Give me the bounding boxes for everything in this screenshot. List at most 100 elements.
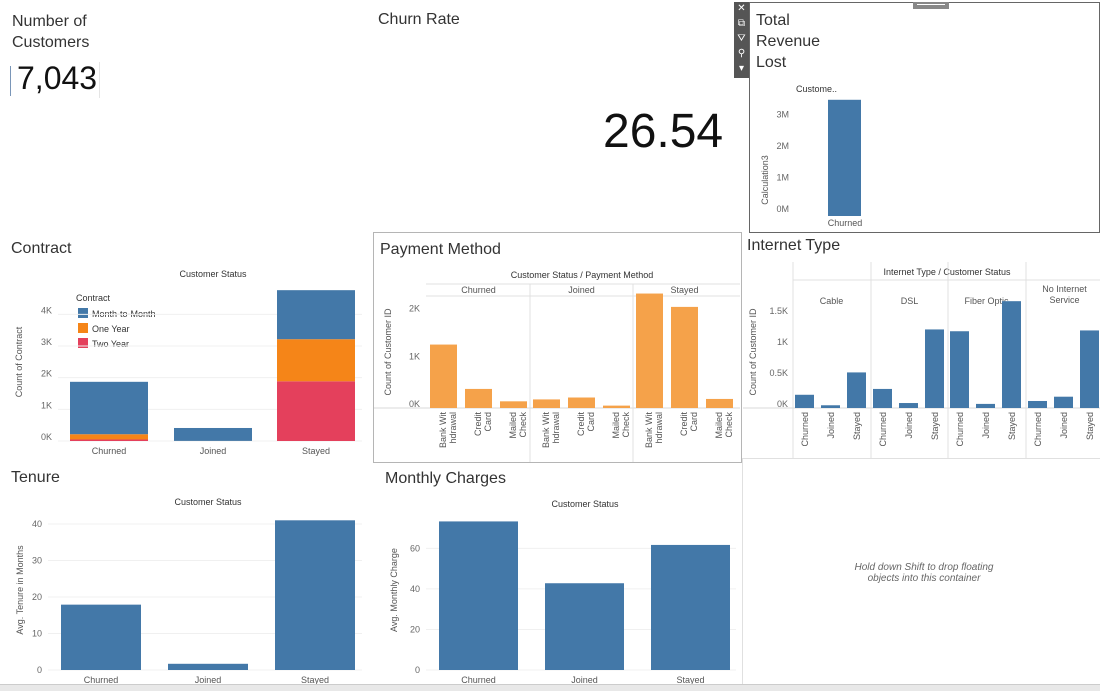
kpi-divider <box>99 62 100 98</box>
internet-xtick: Churned <box>800 412 810 447</box>
payment-ylabel: Count of Customer ID <box>383 308 393 396</box>
internet-group-label: DSL <box>901 296 919 306</box>
internet-bar <box>1028 401 1047 408</box>
contract-bar-segment <box>174 428 252 441</box>
internet-bar <box>1080 330 1099 408</box>
tenure-ylabel: Avg. Tenure in Months <box>15 545 25 635</box>
payment-xtick: CreditCard <box>576 412 596 437</box>
contract-bar-segment <box>70 382 148 434</box>
contract-ytick: 3K <box>41 337 52 347</box>
revenue-ytick: 1M <box>776 172 789 182</box>
internet-xtick: Stayed <box>1007 412 1017 440</box>
tenure-header: Customer Status <box>174 497 242 507</box>
payment-group-label: Churned <box>461 285 496 295</box>
empty-container-hint[interactable]: Hold down Shift to drop floating objects… <box>826 562 1022 584</box>
internet-panel-bottom <box>743 458 1100 459</box>
empty-hint-line2: objects into this container <box>826 573 1022 584</box>
monthly-xtick: Churned <box>461 675 496 684</box>
internet-xtick: Stayed <box>852 412 862 440</box>
payment-xtick: MailedCheck <box>714 412 734 439</box>
floating-toolbar: ✕ ⧉ ⛛ ⚲ ▾ <box>734 2 749 78</box>
customers-title-line1: Number of <box>12 11 89 32</box>
internet-xtick: Stayed <box>1085 412 1095 440</box>
payment-bar <box>636 294 663 408</box>
tenure-title: Tenure <box>11 467 60 488</box>
contract-ytick: 2K <box>41 369 52 379</box>
contract-ylabel: Count of Contract <box>14 326 24 397</box>
revenue-title-line2: Revenue <box>756 31 820 52</box>
internet-title: Internet Type <box>747 235 840 256</box>
monthly-ytick: 20 <box>410 624 420 634</box>
customers-title-line2: Customers <box>12 32 89 53</box>
payment-xtick: Bank Withdrawal <box>438 412 458 449</box>
open-new-icon[interactable]: ⧉ <box>734 17 749 32</box>
contract-header: Customer Status <box>179 269 247 279</box>
internet-xtick: Joined <box>1059 412 1069 439</box>
pin-icon[interactable]: ⚲ <box>734 47 749 62</box>
filter-icon[interactable]: ⛛ <box>734 32 749 47</box>
contract-ytick: 1K <box>41 400 52 410</box>
payment-ytick: 1K <box>409 351 420 361</box>
payment-title: Payment Method <box>380 239 501 260</box>
revenue-title-line1: Total <box>756 10 820 31</box>
monthly-chart: Customer Status Avg. Monthly Charge 0204… <box>374 490 740 684</box>
payment-bar <box>706 399 733 408</box>
contract-legend-swatch <box>78 308 88 318</box>
churn-value: 26.54 <box>603 104 723 159</box>
close-icon[interactable]: ✕ <box>734 2 749 17</box>
payment-group-label: Joined <box>568 285 595 295</box>
monthly-header: Customer Status <box>551 499 619 509</box>
payment-ytick: 2K <box>409 304 420 314</box>
container-divider <box>742 458 743 684</box>
internet-bar <box>976 404 995 408</box>
payment-bar <box>465 389 492 408</box>
internet-bar <box>899 403 918 408</box>
internet-xtick: Churned <box>878 412 888 447</box>
more-options-icon[interactable]: ▾ <box>734 62 749 77</box>
tenure-ytick: 20 <box>32 592 42 602</box>
revenue-ylabel: Calculation3 <box>760 155 770 205</box>
drag-handle[interactable] <box>913 2 949 9</box>
monthly-ytick: 40 <box>410 584 420 594</box>
payment-bar <box>533 399 560 408</box>
internet-chart: Internet Type / Customer Status Count of… <box>743 262 1100 458</box>
payment-xtick: Bank Withdrawal <box>644 412 664 449</box>
monthly-bar <box>651 545 730 670</box>
tenure-xtick: Stayed <box>301 675 329 684</box>
payment-xtick: CreditCard <box>473 412 493 437</box>
internet-xtick: Churned <box>1033 412 1043 447</box>
tenure-xtick: Churned <box>84 675 119 684</box>
internet-xtick: Joined <box>904 412 914 439</box>
contract-bar-segment <box>277 381 355 441</box>
internet-header: Internet Type / Customer Status <box>884 267 1011 277</box>
contract-bar-segment <box>70 439 148 441</box>
contract-bar-segment <box>70 434 148 439</box>
contract-legend-title: Contract <box>76 293 111 303</box>
payment-chart: Customer Status / Payment Method Count o… <box>374 262 740 462</box>
churn-title: Churn Rate <box>378 9 460 30</box>
tenure-bar <box>168 664 248 670</box>
payment-xtick: MailedCheck <box>508 412 528 439</box>
internet-xtick: Stayed <box>930 412 940 440</box>
tenure-bar <box>275 520 355 670</box>
revenue-ytick: 3M <box>776 109 789 119</box>
customers-title: Number of Customers <box>12 11 89 53</box>
monthly-ytick: 0 <box>415 665 420 675</box>
revenue-xtick: Churned <box>828 218 863 228</box>
revenue-title-line3: Lost <box>756 52 820 73</box>
internet-ytick: 1.5K <box>769 306 788 316</box>
revenue-ytick: 0M <box>776 204 789 214</box>
internet-bar <box>795 395 814 408</box>
internet-xtick: Joined <box>981 412 991 439</box>
internet-bar <box>925 329 944 408</box>
tenure-ytick: 10 <box>32 628 42 638</box>
internet-ytick: 0.5K <box>769 368 788 378</box>
tenure-ytick: 40 <box>32 519 42 529</box>
revenue-bar <box>828 100 861 216</box>
payment-xtick: Bank Withdrawal <box>541 412 561 449</box>
contract-legend-swatch <box>78 323 88 333</box>
tenure-ytick: 30 <box>32 555 42 565</box>
revenue-lost-title: Total Revenue Lost <box>756 10 820 73</box>
internet-ylabel: Count of Customer ID <box>748 308 758 396</box>
